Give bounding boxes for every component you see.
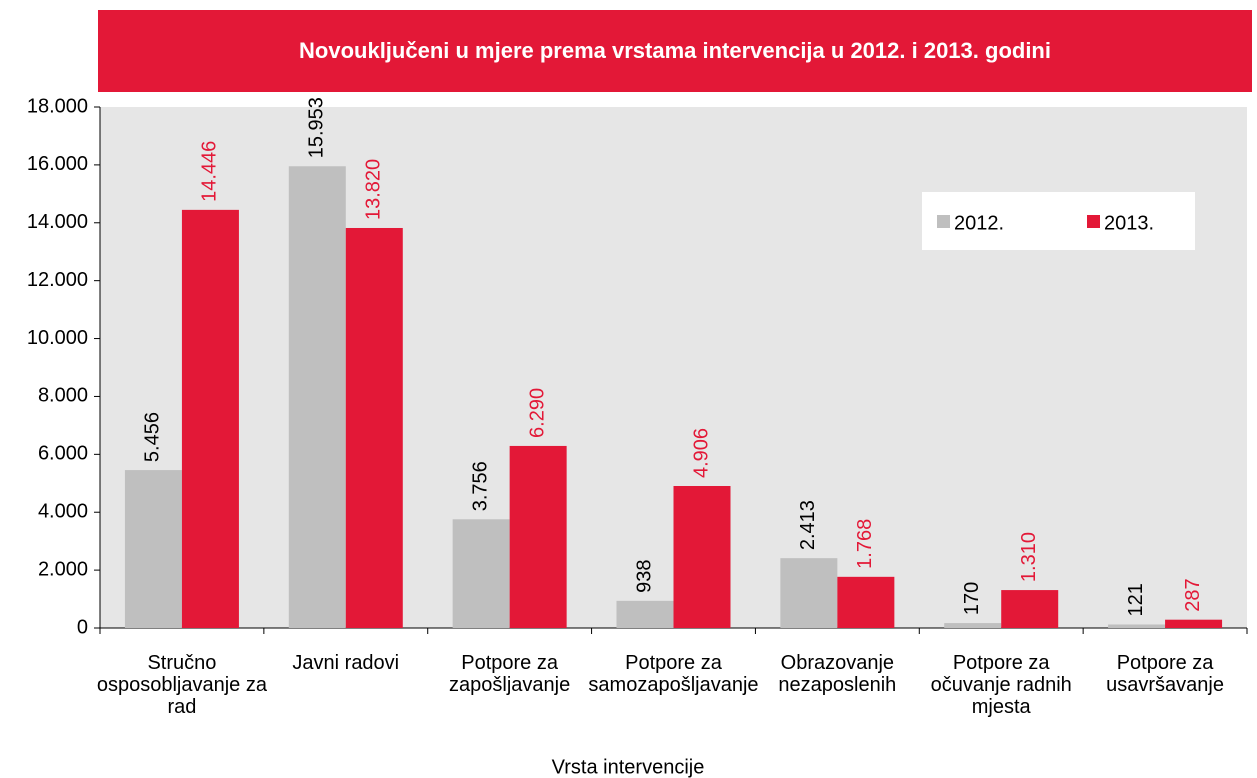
bar xyxy=(1001,590,1059,628)
y-tick-label: 16.000 xyxy=(27,153,88,175)
y-tick-label: 18.000 xyxy=(27,95,88,117)
value-label: 938 xyxy=(633,559,655,592)
bar xyxy=(509,445,567,628)
value-label: 4.906 xyxy=(690,428,712,478)
value-label: 170 xyxy=(961,582,983,615)
legend-swatch xyxy=(1087,215,1100,228)
y-tick-label: 2.000 xyxy=(38,558,88,580)
x-tick-label: Potpore za zapošljavanje xyxy=(449,652,571,696)
y-tick-label: 4.000 xyxy=(38,501,88,523)
title-banner xyxy=(98,10,1252,92)
value-label: 1.310 xyxy=(1018,532,1040,582)
x-tick-label: Javni radovi xyxy=(292,652,400,674)
legend-swatch xyxy=(937,215,950,228)
legend-label: 2013. xyxy=(1104,212,1154,234)
bar xyxy=(288,166,346,629)
bar xyxy=(616,600,674,628)
chart-title: Novouključeni u mjere prema vrstama inte… xyxy=(299,38,1051,63)
bar xyxy=(1165,619,1223,628)
value-label: 121 xyxy=(1125,583,1147,616)
y-tick-label: 10.000 xyxy=(27,327,88,349)
x-tick-label: Potpore za samozapošljavanje xyxy=(588,652,759,696)
value-label: 3.756 xyxy=(469,461,491,511)
bar xyxy=(673,485,731,628)
x-axis-label: Vrsta intervencije xyxy=(552,756,705,778)
value-label: 1.768 xyxy=(854,519,876,569)
x-tick-label: Obrazovanje nezaposlenih xyxy=(778,652,897,696)
bar xyxy=(944,623,1002,628)
bar xyxy=(837,576,895,628)
legend-box xyxy=(922,192,1195,250)
value-label: 14.446 xyxy=(199,141,221,202)
value-label: 287 xyxy=(1182,578,1204,611)
value-label: 2.413 xyxy=(797,500,819,550)
y-tick-label: 12.000 xyxy=(27,269,88,291)
bar xyxy=(181,209,239,628)
bar xyxy=(124,470,182,628)
y-tick-label: 6.000 xyxy=(38,443,88,465)
legend-label: 2012. xyxy=(954,212,1004,234)
bar xyxy=(780,558,838,628)
x-tick-label: Potpore za usavršavanje xyxy=(1106,652,1224,696)
bar xyxy=(345,227,403,628)
x-tick-label: Potpore za očuvanje radnih mjesta xyxy=(930,652,1072,718)
y-tick-label: 0 xyxy=(77,616,88,638)
bar xyxy=(452,519,510,628)
y-tick-label: 8.000 xyxy=(38,385,88,407)
y-tick-label: 14.000 xyxy=(27,211,88,233)
x-tick-label: Stručno osposobljavanje za rad xyxy=(96,652,267,718)
bar xyxy=(1108,624,1166,628)
value-label: 13.820 xyxy=(363,159,385,220)
value-label: 6.290 xyxy=(526,388,548,438)
value-label: 5.456 xyxy=(142,412,164,462)
value-label: 15.953 xyxy=(306,97,328,158)
